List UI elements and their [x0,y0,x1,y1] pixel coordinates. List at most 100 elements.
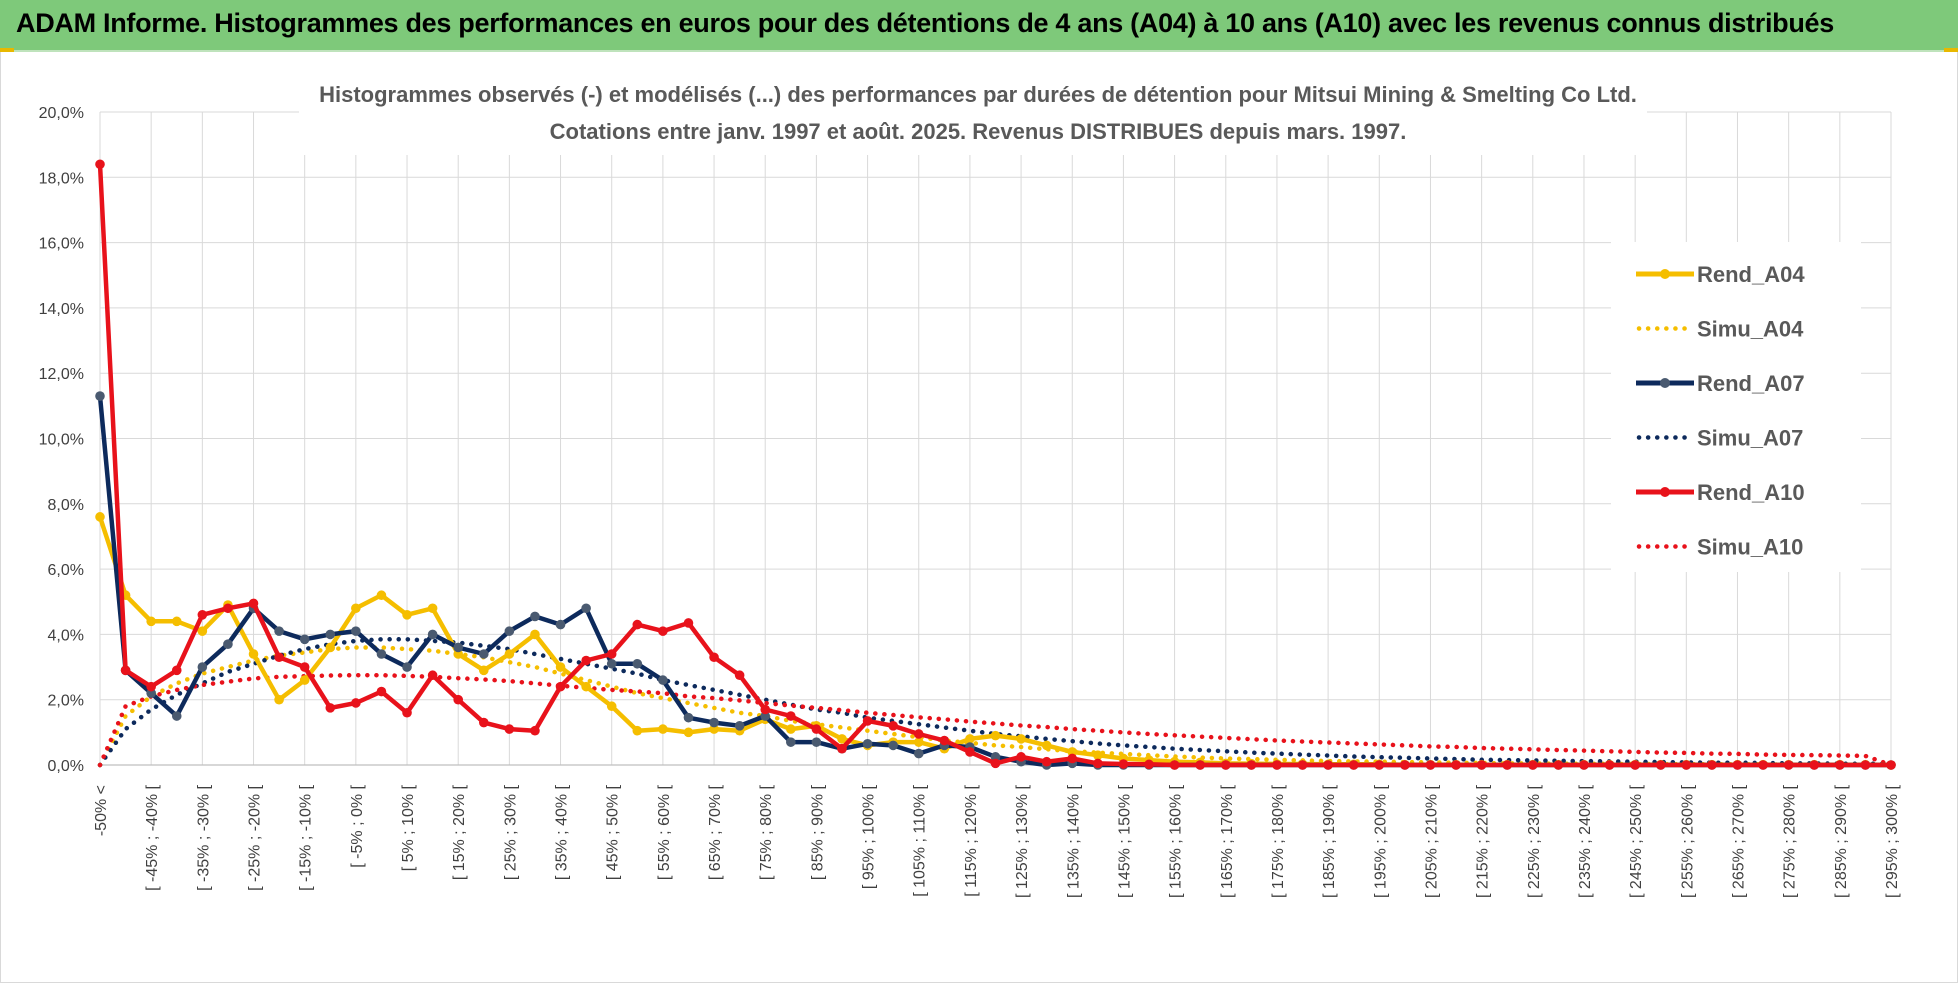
x-tick-label: [ -45% ; -40% [ [144,784,161,890]
series-rend-a10-point [1067,753,1078,764]
series-rend-a07-point [632,658,643,669]
y-tick-label: 4,0% [48,627,84,644]
series-simu-a04-line [97,645,1894,768]
y-tick-label: 10,0% [39,432,84,449]
chart-subtitle: Cotations entre janv. 1997 et août. 2025… [550,119,1407,144]
series-rend-a10-point [1400,760,1410,770]
x-tick-label: [ 125% ; 130% [ [1014,784,1031,898]
series-rend-a07-point [862,738,873,749]
x-tick-label: [ 285% ; 290% [ [1833,784,1850,898]
x-tick-label: [ 295% ; 300% [ [1884,784,1901,898]
x-tick-label: [ -25% ; -20% [ [247,784,264,890]
report-banner: ADAM Informe. Histogrammes des performan… [0,0,1958,52]
x-tick-label: [ -5% ; 0% [ [349,784,366,867]
legend-simu-a04-label: Simu_A04 [1697,317,1804,342]
series-rend-a10-point [325,703,336,713]
x-tick-label: [ 255% ; 260% [ [1679,784,1696,898]
series-rend-a04-point [427,603,438,614]
series-rend-a07-point [427,629,438,640]
y-tick-label: 6,0% [48,562,84,579]
series-rend-a10-point [146,681,156,692]
x-tick-label: [ 275% ; 280% [ [1782,784,1799,898]
chart-frame: Histogrammes observés (-) et modélisés (… [0,52,1958,983]
series-rend-a10-point [965,747,975,757]
series-rend-a07-point [402,662,412,672]
series-rend-a10-point [1348,760,1359,770]
series-rend-a10-point [1093,758,1103,769]
series-rend-a10-point [1860,760,1871,770]
series-rend-a10-point [734,670,745,681]
series-rend-a04-point [478,665,489,676]
y-tick-label: 0,0% [48,758,84,775]
series-rend-a04-point [325,642,336,653]
series-rend-a10-point [351,698,361,708]
series-rend-a10-point [1809,760,1820,770]
series-rend-a10-point [299,662,310,672]
series-rend-a04-point [1093,750,1103,761]
series-rend-a10-point [1195,760,1205,770]
series-rend-a10-point [1374,760,1385,770]
series-rend-a04-point [504,649,515,659]
x-tick-label: [ 105% ; 110% [ [912,784,929,896]
series-rend-a10-point [1681,760,1692,770]
series-rend-a10-point [811,724,822,734]
series-rend-a10-point [760,704,771,715]
series-rend-a10-point [1886,760,1896,770]
series-rend-a07-point [709,717,719,728]
series-rend-a10-point [683,618,694,628]
legend-simu-a10-label: Simu_A10 [1697,535,1803,560]
series-rend-a10-point [478,717,489,728]
series-rend-a10-point [990,758,1001,769]
series-rend-a10-point [95,159,105,170]
series-rend-a07-point [274,626,284,636]
series-rend-a04-point [555,662,566,672]
x-tick-label: [ 265% ; 270% [ [1730,784,1747,898]
x-tick-label: [ 25% ; 30% [ [502,784,519,880]
x-tick-label: [ 85% ; 90% [ [809,784,826,880]
x-tick-label: -50% < [93,785,110,836]
series-rend-a07-point [913,748,924,759]
series [95,159,1896,770]
series-rend-a10-point [1323,760,1333,770]
series-rend-a04-point [632,725,643,736]
series-rend-a04-point [146,616,156,627]
x-tick-label: [ 115% ; 120% [ [963,784,980,896]
series-rend-a04-point [1041,740,1052,751]
series-rend-a04-point [248,649,259,659]
series-rend-a04-point [274,694,284,705]
x-tick-label: [ 35% ; 40% [ [554,784,571,880]
series-rend-a07-point [555,619,566,630]
series-rend-a04-point [197,626,208,636]
series-rend-a10-point [1553,760,1564,770]
series-rend-a10-point [1707,760,1717,770]
series-rend-a10-point [837,743,847,754]
series-rend-a10-point [1835,760,1845,770]
x-tick-label: [ 15% ; 20% [ [451,784,468,880]
series-rend-a10-point [427,670,438,681]
x-tick-label: [ -15% ; -10% [ [298,784,315,890]
series-rend-a04-point [965,734,975,744]
series-rend-a07-point [683,712,694,723]
series-rend-a10-point [1528,760,1538,770]
series-rend-a04-point [351,603,361,614]
series-rend-a10-point [120,665,131,676]
series-rend-a10-point [581,655,591,666]
series-rend-a10-point [1604,760,1615,770]
series-rend-a10-point [1041,756,1052,767]
series-rend-a07-point [171,711,182,721]
histogram-chart: Histogrammes observés (-) et modélisés (… [39,65,1901,898]
series-rend-a10-point [1297,760,1308,770]
legend-rend-a04-label: Rend_A04 [1697,262,1805,287]
series-rend-a10-point [1758,760,1768,770]
series-rend-a04-point [171,616,182,627]
x-tick-label: [ 65% ; 70% [ [707,784,724,880]
x-tick-label: [ 145% ; 150% [ [1116,784,1133,898]
x-tick-label: [ 165% ; 170% [ [1219,784,1236,898]
series-rend-a10-point [1783,760,1794,770]
series-rend-a10-point [632,619,643,630]
chart-title: Histogrammes observés (-) et modélisés (… [319,82,1637,107]
series-rend-a10-point [709,652,719,663]
series-rend-a07-point [351,626,361,636]
x-tick-label: [ 215% ; 220% [ [1475,784,1492,898]
y-tick-label: 12,0% [39,366,84,383]
